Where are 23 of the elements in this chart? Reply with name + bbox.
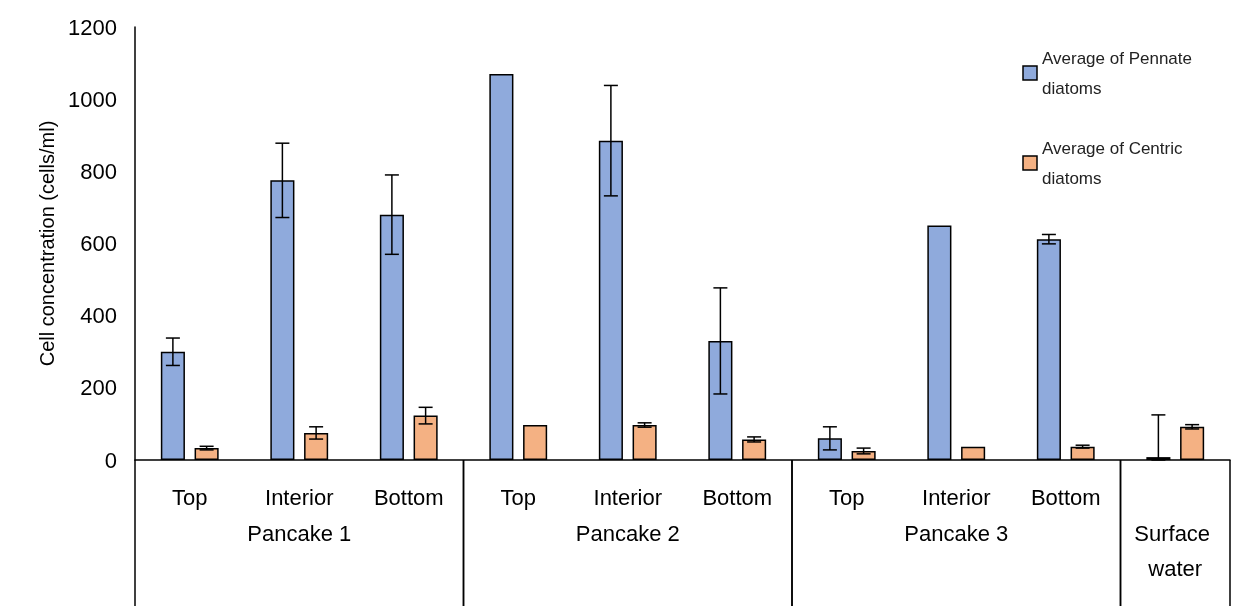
- y-tick-label: 200: [80, 375, 117, 401]
- x-tick-label: Bottom: [702, 484, 773, 510]
- legend-label: Average of Centric diatoms: [1042, 138, 1188, 188]
- y-tick-label: 0: [104, 447, 117, 473]
- x-tick-label: Interior: [593, 484, 662, 510]
- x-tick-label: Top: [500, 484, 536, 510]
- y-tick-label: 800: [80, 158, 117, 184]
- x-tick-label: Interior: [922, 484, 991, 510]
- y-tick-label: 1000: [68, 86, 117, 112]
- x-tick-label: Bottom: [373, 484, 444, 510]
- text: Pancake 1: [247, 521, 352, 546]
- legend-label: Average of Pennate diatoms: [1042, 48, 1197, 98]
- x-tick-label: Bottom: [1030, 484, 1101, 510]
- x-tick-label: Top: [829, 484, 865, 510]
- y-tick-label: 1200: [68, 14, 117, 40]
- y-tick-label: 400: [80, 303, 117, 329]
- y-tick-label: 600: [80, 231, 117, 256]
- text: Pancake 3: [904, 521, 1009, 546]
- text: Pancake 2: [575, 521, 680, 546]
- y-axis-title: Cell concentration (cells/ml): [36, 120, 58, 367]
- x-tick-label: Top: [172, 484, 208, 510]
- text: Surface water: [1134, 521, 1217, 581]
- x-tick-label: Interior: [265, 484, 334, 510]
